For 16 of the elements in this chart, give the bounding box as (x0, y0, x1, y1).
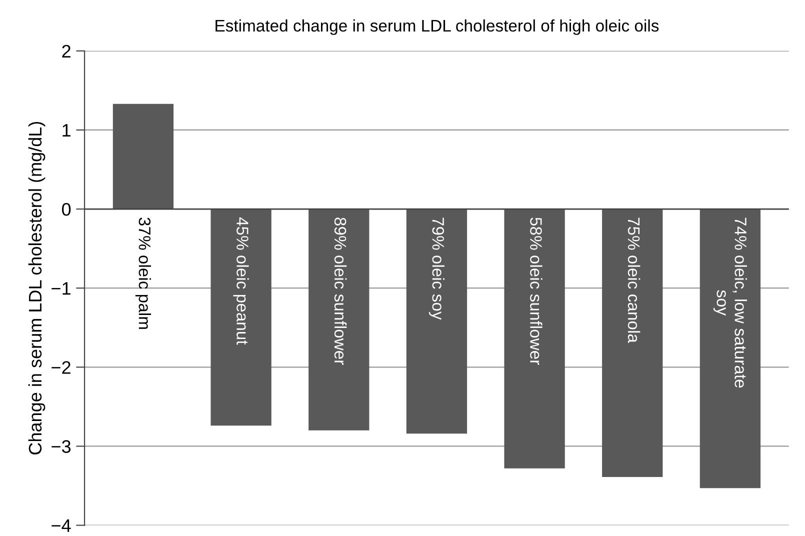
y-axis-title: Change in serum LDL cholesterol (mg/dL) (28, 122, 46, 454)
x-tick-label: 45% oleic peanut (233, 217, 249, 345)
y-tick-label: −2 (52, 361, 70, 374)
y-tick-label: −4 (52, 519, 71, 532)
x-tick-label: 89% oleic sunflower (334, 218, 347, 365)
x-tick-label: 74% oleic, low saturate soy (713, 218, 747, 388)
y-tick-label: 0 (62, 202, 71, 216)
y-tick-label: −1 (52, 282, 70, 295)
y-tick-label: −3 (52, 440, 71, 453)
x-tick-label: 75% oleic canola (628, 218, 640, 343)
x-tick-label: 79% oleic soy (428, 218, 444, 320)
x-tick-label: 58% oleic sunflower (530, 218, 542, 365)
y-tick-label: 1 (62, 124, 70, 137)
y-tick-label: 2 (62, 44, 70, 58)
x-tick-label: 37% oleic palm (135, 218, 151, 329)
chart-title: Estimated change in serum LDL cholesterol of high oleic oils (216, 19, 659, 35)
